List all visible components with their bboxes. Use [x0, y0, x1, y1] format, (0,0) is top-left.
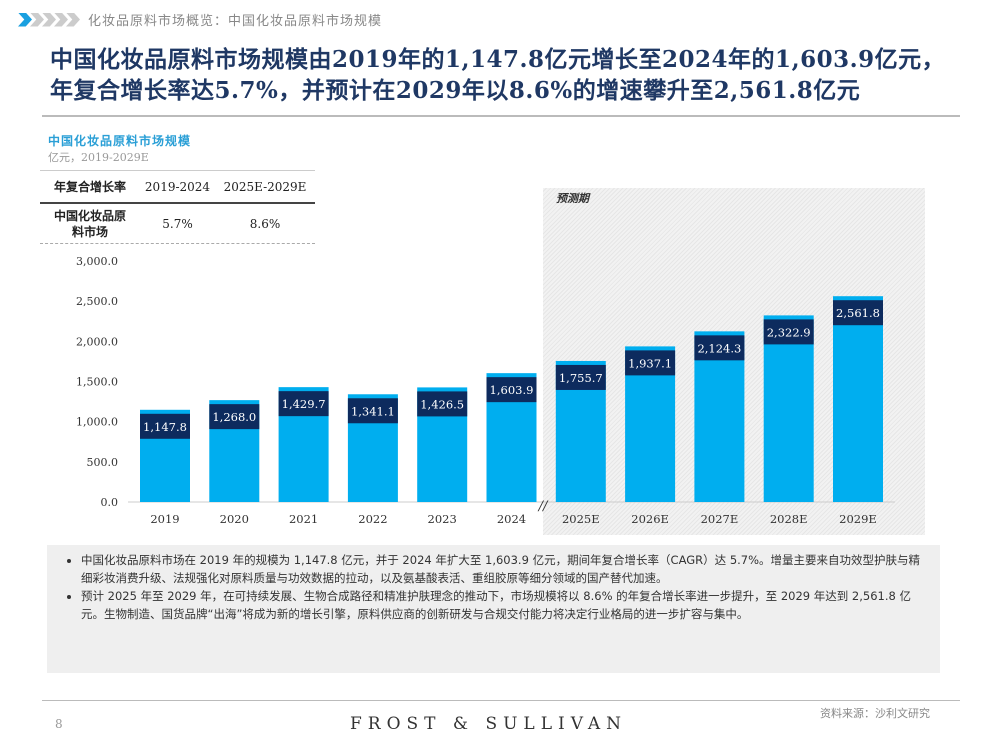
data-label: 1,426.5: [420, 397, 464, 411]
divider: [42, 115, 960, 117]
y-tick-label: 2,000.0: [76, 335, 118, 348]
data-label-box: [833, 300, 883, 326]
data-label-box: [278, 391, 329, 417]
source-note: 资料来源：沙利文研究: [820, 707, 930, 720]
data-label-box: [209, 404, 260, 430]
notes-box: 中国化妆品原料市场在 2019 年的规模为 1,147.8 亿元，并于 2024…: [47, 545, 940, 673]
x-tick-label: 2019: [150, 512, 179, 526]
x-tick-label: 2029E: [839, 512, 877, 526]
data-label: 1,268.0: [212, 410, 256, 424]
table-row: 中国化妆品原料市场 5.7% 8.6%: [40, 204, 315, 244]
row-label: 中国化妆品原料市场: [53, 208, 126, 239]
data-label-box: [625, 350, 676, 376]
data-label-box: [140, 413, 190, 439]
bar: [763, 315, 814, 502]
note-item: 中国化妆品原料市场在 2019 年的规模为 1,147.8 亿元，并于 2024…: [81, 551, 926, 587]
header-cell: 2019-2024: [144, 179, 211, 194]
chart-subtitle: 亿元，2019-2029E: [48, 151, 149, 164]
page-number: 8: [55, 717, 63, 731]
data-label: 1,341.1: [351, 404, 395, 418]
data-label-box: [694, 335, 745, 361]
data-label-box: [763, 319, 814, 345]
chart-title: 中国化妆品原料市场规模: [48, 134, 192, 148]
x-tick-label: 2025E: [562, 512, 600, 526]
x-tick-label: 2021: [289, 512, 318, 526]
data-label: 1,429.7: [282, 397, 326, 411]
x-tick-label: 2022: [358, 512, 387, 526]
data-label: 2,561.8: [836, 306, 880, 320]
data-label-box: [417, 391, 468, 417]
forecast-label: 预测期: [556, 192, 589, 205]
cell: 8.6%: [249, 216, 281, 231]
y-tick-label: 3,000.0: [76, 255, 118, 268]
x-tick-label: 2026E: [631, 512, 669, 526]
x-tick-label: 2023: [428, 512, 457, 526]
header-cell: 2025E-2029E: [223, 179, 307, 194]
data-label: 1,147.8: [143, 420, 187, 434]
header-cell: 年复合增长率: [53, 180, 126, 194]
y-tick-label: 500.0: [87, 456, 119, 469]
chevron-icon: [18, 12, 32, 27]
axis-break: //: [537, 499, 549, 514]
chevron-icon: [42, 12, 56, 27]
cagr-table: 年复合增长率 2019-2024 2025E-2029E 中国化妆品原料市场 5…: [40, 170, 315, 244]
chevron-icon: [54, 12, 68, 27]
note-item: 预计 2025 年至 2029 年，在可持续发展、生物合成路径和精准护肤理念的推…: [81, 587, 926, 623]
chevron-icon: [30, 12, 44, 27]
data-label: 1,937.1: [628, 356, 672, 370]
data-label-box: [486, 377, 537, 403]
chevron-icon: [66, 12, 80, 27]
y-tick-label: 2,500.0: [76, 295, 118, 308]
data-label: 2,124.3: [697, 341, 741, 355]
page-title: 中国化妆品原料市场规模由2019年的1,147.8亿元增长至2024年的1,60…: [50, 46, 946, 104]
data-label-box: [347, 398, 398, 424]
x-tick-label: 2028E: [770, 512, 808, 526]
x-tick-label: 2024: [497, 512, 526, 526]
cell: 5.7%: [162, 216, 193, 231]
y-tick-label: 0.0: [101, 496, 119, 509]
table-header: 年复合增长率 2019-2024 2025E-2029E: [40, 170, 315, 204]
footer-divider: [42, 700, 960, 701]
data-label: 2,322.9: [767, 325, 811, 339]
data-label: 1,755.7: [559, 371, 603, 385]
bar-chart: 0.0 500.0 1,000.0 1,500.0 2,000.0 2,500.0 3,00…: [76, 255, 895, 526]
breadcrumb: 化妆品原料市场概览：中国化妆品原料市场规模: [18, 10, 382, 29]
bar: [833, 296, 883, 502]
data-label-box: [555, 364, 606, 390]
data-label: 1,603.9: [490, 383, 534, 397]
x-tick-label: 2027E: [701, 512, 739, 526]
y-tick-label: 1,000.0: [76, 416, 118, 429]
x-tick-label: 2020: [220, 512, 249, 526]
breadcrumb-text: 化妆品原料市场概览：中国化妆品原料市场规模: [88, 14, 383, 29]
logo: FROST & SULLIVAN: [350, 714, 627, 734]
y-tick-label: 1,500.0: [76, 376, 118, 389]
